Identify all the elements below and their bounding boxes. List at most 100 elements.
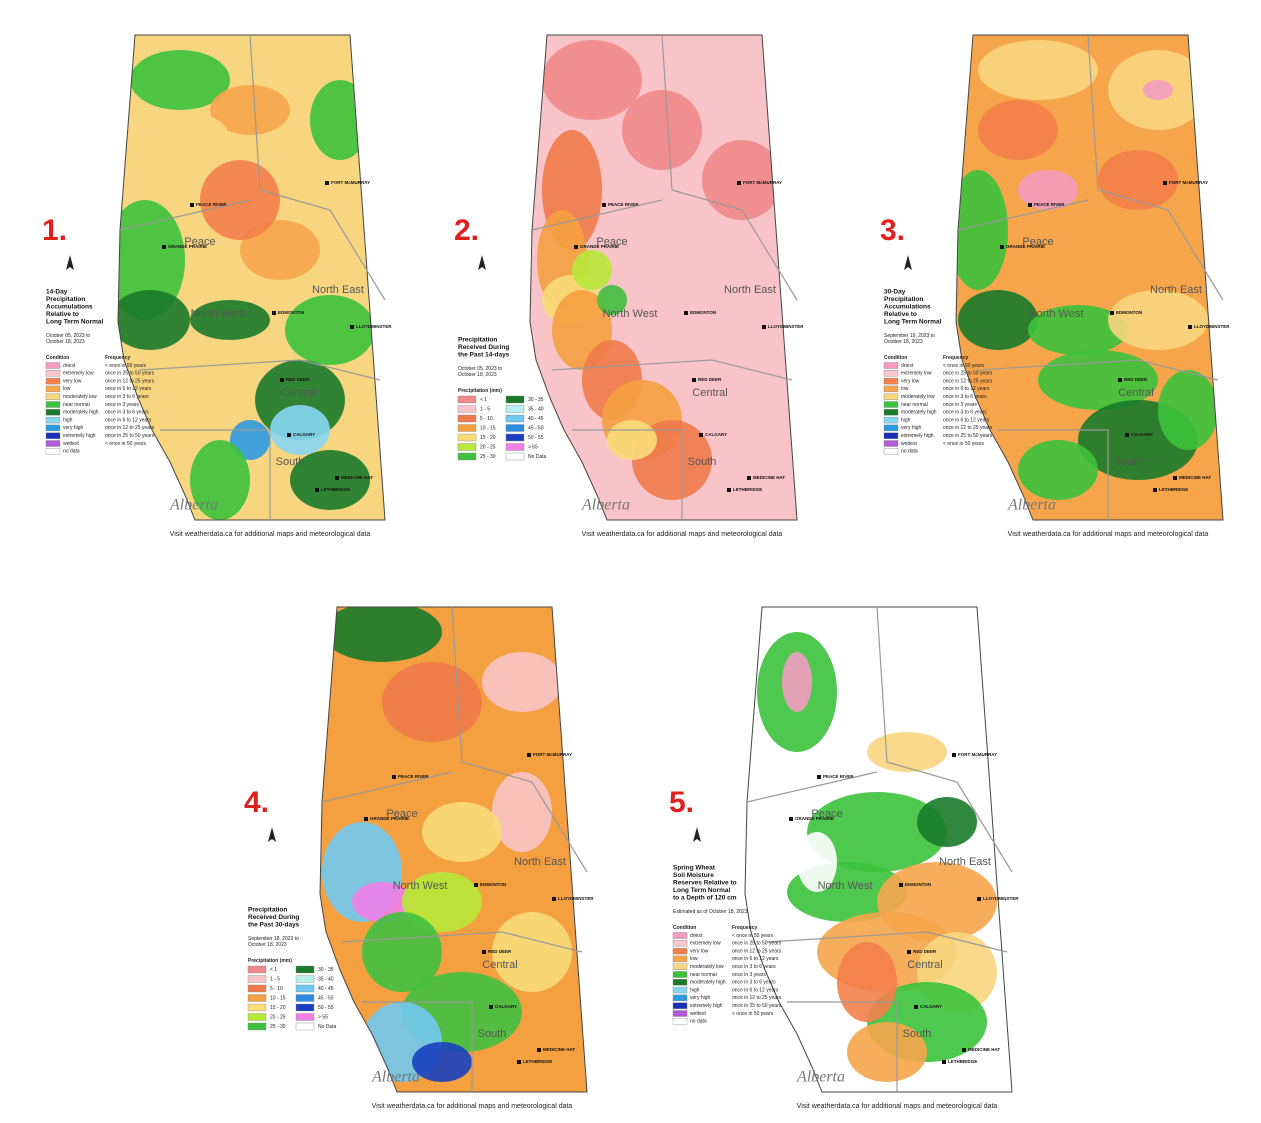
legend-swatch <box>457 395 477 404</box>
legend-label: 40 - 45 <box>318 986 334 992</box>
shade-area <box>240 220 320 280</box>
legend-frequency: once in 6 to 12 years <box>732 956 779 962</box>
legend-swatch <box>457 452 477 461</box>
north-arrow <box>478 255 486 270</box>
legend-frequency: once in 6 to 12 years <box>105 386 152 392</box>
region-label: South <box>688 456 717 468</box>
map-title: Precipitation <box>458 337 497 344</box>
city-marker <box>1110 311 1114 315</box>
shade-area <box>352 882 412 922</box>
legend-frequency: once in 25 to 50 years <box>732 941 782 947</box>
legend-label: 15 - 20 <box>480 435 496 441</box>
city-marker <box>574 245 578 249</box>
legend-swatch <box>295 1022 315 1031</box>
footer-link-text: Visit weatherdata.ca for additional maps… <box>170 531 371 538</box>
legend-label: near normal <box>901 402 928 408</box>
shade-area <box>412 1042 472 1082</box>
city-marker <box>1118 378 1122 382</box>
city-label: LETHBRIDGE <box>1159 487 1188 492</box>
city-marker <box>325 181 329 185</box>
region-label: Peace <box>811 808 842 820</box>
city-label: CALGARY <box>495 1004 517 1009</box>
shade-area <box>837 942 897 1022</box>
city-label: CALGARY <box>1131 432 1153 437</box>
map-title: Accumulations <box>884 304 931 311</box>
legend-label: 20 - 25 <box>270 1014 286 1020</box>
legend-label: wettest <box>63 441 79 447</box>
legend-label: driest <box>690 933 703 939</box>
legend-frequency: once in 3 years <box>943 402 977 408</box>
map-title: Accumulations <box>46 304 93 311</box>
legend-header: Condition <box>884 355 907 361</box>
legend-frequency: once in 3 to 6 years <box>732 980 776 986</box>
legend-frequency: once in 3 to 6 years <box>943 410 987 416</box>
map-title: the Past 30-days <box>248 922 300 929</box>
map-number: 3. <box>880 214 905 247</box>
legend-swatch <box>505 424 525 432</box>
shade-area <box>1028 305 1128 355</box>
legend-label: moderately low <box>63 394 97 400</box>
legend-swatch <box>883 385 899 393</box>
city-marker <box>1188 325 1192 329</box>
shade-area <box>200 160 280 240</box>
legend-swatch <box>45 432 61 439</box>
footer-link-text: Visit weatherdata.ca for additional maps… <box>1008 531 1209 538</box>
region-label: Central <box>907 959 942 971</box>
city-marker <box>952 753 956 757</box>
province-outline <box>744 606 1013 1093</box>
city-marker <box>364 817 368 821</box>
shade-area <box>190 300 270 340</box>
legend-label: near normal <box>690 972 717 978</box>
city-label: MEDICINE HAT <box>753 475 785 480</box>
legend-swatch <box>672 986 688 994</box>
legend-label: 30 - 35 <box>318 967 334 973</box>
city-marker <box>684 311 688 315</box>
city-label: LLOYDMINSTER <box>768 324 804 329</box>
boundaries <box>119 34 386 520</box>
legend-swatch <box>672 963 688 970</box>
region-label: South <box>1114 456 1143 468</box>
city-marker <box>692 378 696 382</box>
region-label: North East <box>939 856 991 868</box>
legend-swatch <box>672 932 688 939</box>
city-label: PEACE RIVER <box>398 774 429 779</box>
city-label: CALGARY <box>705 432 727 437</box>
city-label: MEDICINE HAT <box>968 1047 1000 1052</box>
shade-area <box>190 440 250 520</box>
region-label: Central <box>280 387 315 399</box>
legend-swatch <box>45 409 61 416</box>
city-marker <box>1125 433 1129 437</box>
city-marker <box>392 775 396 779</box>
legend-swatch <box>247 1003 267 1012</box>
shade-area <box>978 100 1058 160</box>
region-label: Peace <box>386 808 417 820</box>
region-label: North West <box>603 308 658 320</box>
city-label: GRANDE PRAIRIE <box>1006 244 1045 249</box>
city-label: RED DEER <box>698 377 722 382</box>
legend-label: moderately high <box>63 410 99 416</box>
city-marker <box>977 897 981 901</box>
legend-label: 50 - 55 <box>318 1005 334 1011</box>
legend-swatch <box>883 416 899 424</box>
city-marker <box>474 883 478 887</box>
legend-label: extremely low <box>63 371 94 377</box>
city-label: RED DEER <box>488 949 512 954</box>
legend-label: near normal <box>63 402 90 408</box>
map-title: to a Depth of 120 cm <box>673 895 737 902</box>
legend-frequency: once in 6 to 12 years <box>943 386 990 392</box>
map-title: Received During <box>458 344 509 351</box>
city-label: MEDICINE HAT <box>1179 475 1211 480</box>
shade-area <box>867 732 947 772</box>
city-marker <box>335 476 339 480</box>
region-label: Peace <box>1022 236 1053 248</box>
region-label: South <box>903 1028 932 1040</box>
city-label: EDMONTON <box>1116 310 1142 315</box>
shade-area <box>978 40 1098 100</box>
map-title: Long Term Normal <box>673 887 730 894</box>
legend-frequency: once in 25 to 50 years <box>105 371 155 377</box>
shade-area <box>382 662 482 742</box>
map-dates: October 18, 2023 <box>458 372 497 378</box>
shade-area <box>130 50 230 110</box>
legend-swatch <box>883 393 899 400</box>
legend-swatch <box>247 984 267 993</box>
